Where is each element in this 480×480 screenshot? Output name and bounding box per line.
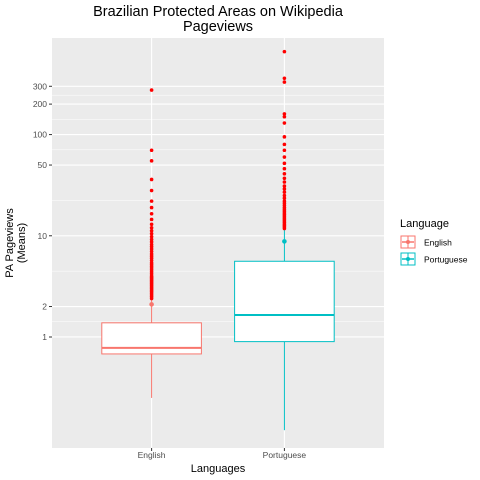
outlier-point — [282, 161, 287, 166]
chart-title-line-2: Pageviews — [183, 19, 253, 35]
outlier-point — [149, 237, 154, 242]
legend-entry-label: Portuguese — [424, 255, 468, 265]
outlier-point — [282, 193, 287, 198]
outlier-point — [282, 148, 287, 153]
legend-title: Language — [400, 218, 449, 230]
y-tick-label: 100 — [33, 130, 47, 140]
outlier-point — [282, 199, 287, 203]
outlier-point — [282, 49, 287, 54]
outlier-point — [149, 88, 154, 92]
outlier-point — [149, 252, 154, 256]
minor-gridlines — [52, 94, 384, 323]
legend-key-point — [406, 257, 410, 261]
outlier-point — [282, 114, 287, 119]
plot-panel — [52, 38, 384, 448]
chart-title-line-1: Brazilian Protected Areas on Wikipedia — [93, 4, 344, 20]
points-layer — [149, 49, 287, 307]
outlier-point — [149, 228, 154, 233]
outlier-point — [149, 217, 154, 222]
legend-key-point — [406, 240, 410, 244]
outlier-point — [149, 234, 154, 239]
y-tick-label: 10 — [38, 231, 48, 241]
mean-point — [282, 239, 287, 244]
outlier-point — [282, 176, 287, 181]
outlier-point — [149, 188, 154, 193]
outlier-point — [282, 166, 287, 171]
outlier-point — [282, 171, 287, 176]
outlier-point — [282, 121, 287, 125]
legend: Language English Portuguese — [400, 218, 468, 266]
y-tick-label: 50 — [38, 160, 48, 170]
outlier-point — [282, 187, 287, 191]
mean-point — [149, 302, 154, 307]
outlier-point — [149, 177, 154, 182]
outlier-point — [282, 112, 287, 116]
outlier-point — [282, 80, 287, 84]
outlier-point — [149, 205, 154, 210]
legend-entry-label: English — [424, 238, 452, 248]
box-iqr — [234, 260, 335, 343]
y-axis-ticks: 1 2 10 50 100 200 300 — [33, 81, 52, 342]
outlier-point — [149, 159, 154, 163]
legend-items: English Portuguese — [400, 235, 468, 266]
outlier-point — [282, 76, 287, 81]
outlier-point — [282, 184, 287, 188]
outlier-point — [149, 199, 154, 203]
outlier-point — [282, 142, 287, 147]
outlier-point — [149, 231, 154, 236]
x-axis-label: Languages — [191, 463, 246, 475]
outlier-point — [149, 148, 154, 153]
y-tick-label: 300 — [33, 81, 47, 91]
box-iqr — [101, 322, 202, 355]
x-tick-label: English — [138, 450, 166, 460]
outlier-point — [149, 211, 154, 216]
outlier-point — [282, 196, 287, 201]
boxes-layer — [101, 229, 335, 431]
y-axis-label-line-1: PA Pageviews — [4, 208, 16, 278]
outlier-point — [282, 190, 287, 194]
outlier-point — [149, 225, 154, 230]
y-tick-label: 1 — [42, 332, 47, 342]
y-axis-label-line-2: (Means) — [16, 223, 28, 263]
x-tick-label: Portuguese — [263, 450, 307, 460]
y-tick-label: 200 — [33, 99, 47, 109]
x-axis-ticks: English Portuguese — [138, 448, 307, 460]
outlier-point — [282, 135, 287, 139]
outlier-point — [149, 222, 154, 227]
y-axis-label: PA Pageviews (Means) — [4, 208, 28, 278]
outlier-point — [282, 155, 287, 159]
outlier-point — [149, 242, 154, 247]
outlier-point — [282, 180, 287, 184]
y-tick-label: 2 — [42, 302, 47, 312]
